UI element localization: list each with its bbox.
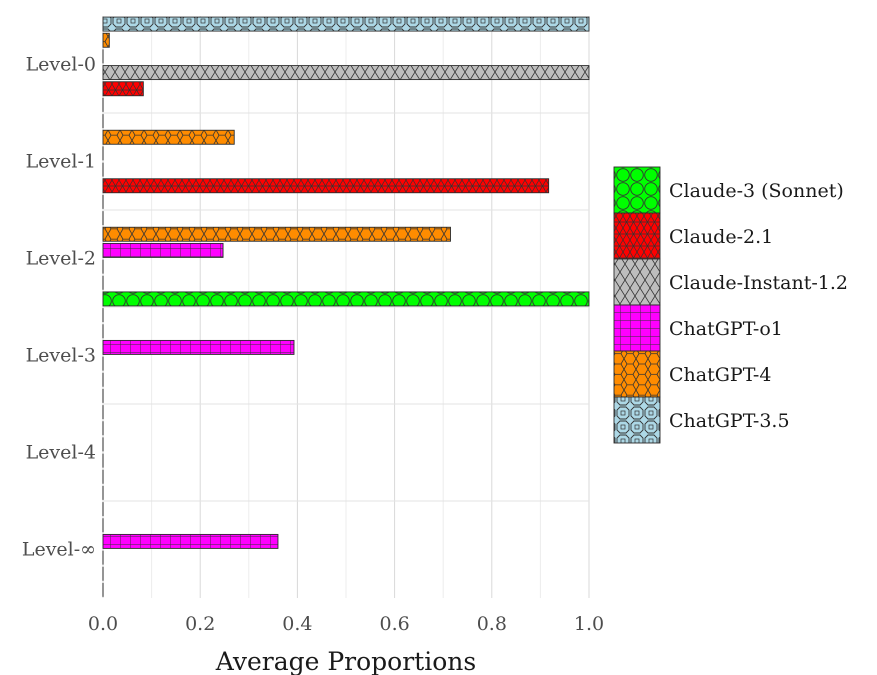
legend-swatch-chatgpt-o1 — [613, 304, 661, 352]
legend-swatch-claude-3-sonnet — [613, 166, 661, 214]
x-tick-label: 1.0 — [574, 613, 604, 635]
y-tick-label: Level-1 — [26, 151, 96, 173]
legend: Claude-3 (Sonnet) Claude-2.1 Claude-Instan… — [613, 166, 848, 444]
x-tick-label: 0.2 — [185, 613, 215, 635]
x-tick-label: 0.0 — [88, 613, 118, 635]
bar-claude-instant-1-2-level-0 — [102, 65, 590, 81]
y-tick-label: Level-2 — [26, 248, 96, 270]
bar-chatgpt-3-5-level-0 — [102, 16, 590, 32]
legend-label-chatgpt-4: ChatGPT-4 — [669, 364, 771, 386]
bar-claude-2-1-level-1 — [102, 178, 550, 194]
bar-chatgpt-o1-level-3 — [102, 339, 295, 355]
legend-swatch-chatgpt-4 — [613, 350, 661, 398]
x-tick-label: 0.6 — [379, 613, 409, 635]
legend-swatch-claude-instant-1-2 — [613, 258, 661, 306]
y-tick-label: Level-4 — [26, 442, 96, 464]
legend-label-claude-2-1: Claude-2.1 — [669, 226, 773, 248]
bar-chatgpt-4-level-2 — [102, 226, 451, 242]
bar-claude-3-sonnet-level-2 — [102, 291, 590, 307]
legend-label-chatgpt-o1: ChatGPT-o1 — [669, 318, 783, 340]
legend-swatch-chatgpt-3-5 — [613, 396, 661, 444]
x-tick-label: 0.8 — [477, 613, 507, 635]
bar-chatgpt-4-level-1 — [102, 129, 235, 145]
legend-label-chatgpt-3-5: ChatGPT-3.5 — [669, 410, 790, 432]
x-axis-title: Average Proportions — [215, 647, 476, 675]
legend-swatch-claude-2-1 — [613, 212, 661, 260]
y-tick-label: Level-0 — [26, 54, 96, 76]
y-tick-label: Level-∞ — [22, 539, 96, 561]
x-tick-label: 0.4 — [282, 613, 312, 635]
bar-chatgpt-4-level-0 — [102, 32, 110, 48]
legend-label-claude-instant-1-2: Claude-Instant-1.2 — [669, 272, 848, 294]
bar-claude-2-1-level-0 — [102, 81, 144, 97]
legend-label-claude-3-sonnet: Claude-3 (Sonnet) — [669, 180, 844, 202]
bar-chatgpt-o1-level-inf — [102, 533, 279, 549]
y-tick-label: Level-3 — [26, 345, 96, 367]
bar-chatgpt-o1-level-2 — [102, 242, 224, 258]
